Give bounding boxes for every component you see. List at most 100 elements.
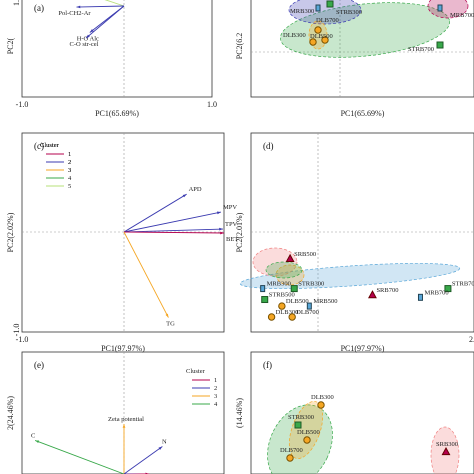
point-label: MRB700 [450,12,474,19]
point-label: DLB700 [280,447,303,454]
point-marker [436,41,444,49]
point-label: SRB700 [376,287,398,294]
loading-vector [104,0,125,7]
panel-2: (c) PC1(97.97%) PC2(2.02%) -1.0-1.0 APD MPV TP… [6,132,238,353]
point-marker [286,454,294,462]
point-label: SRB500 [294,251,316,258]
point-label: DLB300 [283,32,306,39]
point-marker [368,290,377,299]
vector-label: C-O str-cel [70,41,99,48]
cluster-ellipse [275,264,305,286]
legend-entry: 2 [214,385,217,392]
arrow-head [86,34,90,39]
cluster-ellipse [288,0,362,25]
vector-label: Zeta potential [108,416,144,423]
cluster-ellipse [267,404,333,474]
point-label: DLB300 [311,394,334,401]
point-label: DLB300 [276,309,299,316]
legend-entry: 2 [68,159,71,166]
legend-entry: 1 [68,151,71,158]
arrow-head [219,227,223,231]
vector-label: C [31,432,35,439]
point-marker [285,253,295,262]
legend-entry: 3 [68,167,71,174]
point-marker [278,302,286,310]
point-marker [314,26,322,34]
point-marker [267,313,276,321]
loading-vector [123,231,169,318]
arrow-head [220,231,224,235]
plot-frame [250,351,474,474]
legend-entry: 4 [214,401,218,408]
point-marker [326,0,334,8]
point-marker [317,401,325,409]
plot-frame [21,0,213,98]
vector-label: TG [166,321,175,328]
point-marker [321,36,329,44]
y-axis-label: PC2( [6,37,15,54]
point-label: MRB700 [424,289,448,296]
y-axis-label: PC2(2.02%) [6,212,15,252]
legend-entry: 4 [68,175,72,182]
point-marker [288,313,296,321]
arrow-head [89,29,94,33]
y-axis-label: 2(24.46%) [6,396,15,430]
point-marker [309,38,317,46]
loading-vector [123,211,222,233]
plot-frame [250,0,474,98]
legend-entry: 3 [68,167,71,174]
vector-label: TPV [225,221,238,228]
cluster-ellipse [252,247,298,277]
loading-vector [34,440,125,474]
loading-vector [85,5,125,39]
arrow-head [35,440,40,444]
arrow-head [158,446,163,450]
x-tick-label: 2.5 [469,335,474,344]
loading-vector [123,446,163,474]
arrow-head [182,194,187,198]
point-label: STRB700 [408,46,434,53]
point-label: STRB700 [452,281,474,288]
point-marker [306,302,312,310]
arrow-head [122,423,126,428]
panel-label: (f) [263,360,272,370]
panel-label: (e) [34,360,44,370]
x-axis-label: PC1(97.97%) [341,344,385,353]
panel-4: (e)2(24.46%)Zeta potentialCNTOCCluster12… [6,351,225,474]
point-marker [441,446,451,456]
point-label: MRB500 [313,298,337,305]
panel-0: (a)PC1(65.69%)PC2(-1.01.01.0C-H bo-strPo… [6,0,217,190]
point-marker [294,421,302,429]
panel-label: (c) [34,141,44,151]
vector-label: BET [226,236,238,243]
y-axis-label: PC2(2.01%) [235,212,244,252]
cluster-ellipse [427,0,469,19]
legend-title: Cluster [40,142,60,149]
cluster-ellipse [288,401,324,459]
cluster-ellipse [265,261,303,279]
panel-label: (d) [263,141,274,151]
loading-vector [76,5,125,8]
y-tick-label: 1.0 [12,0,21,6]
point-label: DLB700 [296,309,319,316]
legend-entry: 5 [68,183,71,190]
point-label: STRB300 [298,281,324,288]
legend-title: Cluster [40,142,60,149]
legend-entry: 3 [214,393,217,400]
point-marker [444,285,452,293]
cluster-ellipse [280,2,450,58]
arrow-head [76,5,81,9]
point-marker [290,285,298,293]
point-marker [303,436,311,444]
point-marker [417,293,423,301]
panel-label: (a) [34,3,44,13]
legend-entry: 1 [68,151,71,158]
y-axis-label: (14.46%) [235,398,244,428]
vector-label: H-O Alc [77,36,99,43]
panel-3: (d) PC1(97.97%) PC2(2.01%) 2.5 SRB500 MRB300 S… [235,132,474,353]
plot-frame [21,351,225,474]
y-axis-label: PC2(6.2 [235,33,244,59]
legend-title: Cluster [186,368,206,375]
vector-label: MPV [223,204,237,211]
